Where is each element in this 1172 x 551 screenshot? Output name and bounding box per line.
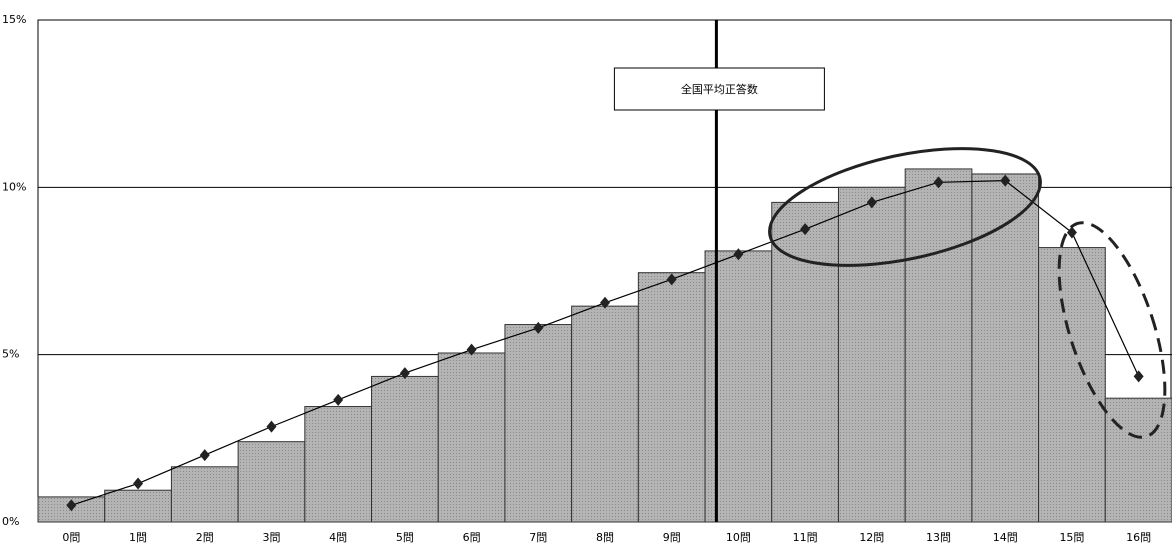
bar (104, 489, 172, 523)
x-tick-label: 7問 (529, 531, 547, 544)
x-tick-label: 8問 (596, 531, 614, 544)
bar (304, 406, 373, 523)
x-tick-label: 4問 (329, 531, 347, 544)
x-tick-label: 16問 (1126, 531, 1151, 544)
bar (771, 201, 839, 523)
plot-area: 0% 5% 10% 15% 0問 1問 2問 3問 4問 5問 6問 7問 8問 9問 10問 11問 12問 1… (2, 13, 1172, 544)
line-marker (933, 176, 944, 189)
bar (904, 168, 973, 523)
line-marker (733, 248, 744, 261)
bar (971, 173, 1040, 523)
x-tick-label: 13問 (926, 531, 951, 544)
line-marker (466, 343, 477, 356)
y-tick-label: 5% (2, 348, 19, 361)
dashed-ellipse (1057, 221, 1167, 439)
x-tick-label: 6問 (463, 531, 481, 544)
line-marker (333, 393, 344, 406)
y-tick-label: 10% (2, 180, 26, 193)
y-tick-label: 15% (2, 13, 26, 26)
line-marker (533, 321, 544, 334)
line-marker (800, 223, 811, 236)
annotation-box (613, 67, 825, 111)
line-marker (666, 273, 677, 286)
x-tick-label: 10問 (726, 531, 751, 544)
line-marker (266, 420, 277, 433)
x-tick-label: 2問 (196, 531, 214, 544)
x-tick-label: 0問 (62, 531, 80, 544)
highlight-ellipse (768, 147, 1042, 267)
bar (837, 186, 906, 523)
bar (237, 441, 306, 523)
line-marker (399, 367, 410, 380)
x-tick-label: 1問 (129, 531, 147, 544)
annotation-text: 全国平均正答数 (681, 82, 758, 96)
bar (1038, 247, 1106, 523)
line-marker (66, 499, 77, 512)
y-tick-label: 0% (2, 515, 19, 528)
line-marker (133, 477, 144, 490)
line-marker (866, 196, 877, 209)
bar (504, 324, 573, 523)
line-marker (1000, 174, 1011, 187)
bar (170, 466, 239, 523)
line-marker (600, 296, 610, 309)
x-tick-label: 5問 (396, 531, 414, 544)
x-tick-label: 3問 (262, 531, 280, 544)
x-tick-label: 15問 (1059, 531, 1084, 544)
x-tick-label: 14問 (993, 531, 1018, 544)
line-marker (1133, 370, 1144, 383)
line-marker (199, 449, 210, 462)
x-tick-label: 11問 (793, 531, 818, 544)
bar (1104, 397, 1172, 523)
bar (437, 352, 506, 523)
line-marker (1066, 226, 1077, 239)
x-tick-label: 9問 (663, 531, 681, 544)
bar (371, 375, 439, 523)
bar (571, 305, 639, 523)
x-tick-label: 12問 (859, 531, 884, 544)
bar (637, 272, 706, 523)
